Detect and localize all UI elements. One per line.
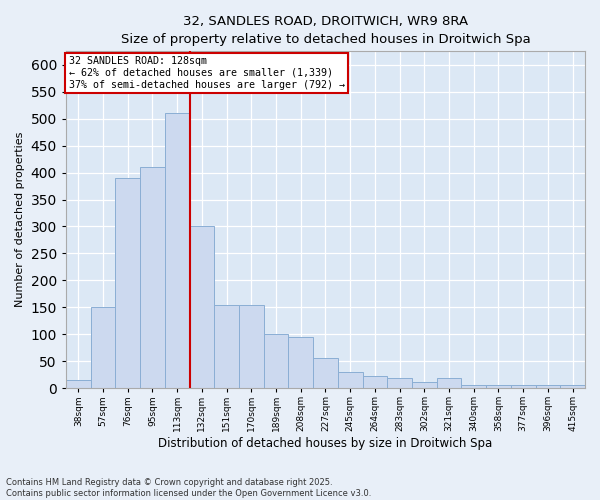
- Title: 32, SANDLES ROAD, DROITWICH, WR9 8RA
Size of property relative to detached house: 32, SANDLES ROAD, DROITWICH, WR9 8RA Siz…: [121, 15, 530, 46]
- Bar: [115, 178, 140, 388]
- Bar: [263, 334, 289, 388]
- Bar: [560, 386, 585, 388]
- Bar: [387, 378, 412, 388]
- Bar: [66, 380, 91, 388]
- Bar: [289, 337, 313, 388]
- Bar: [362, 376, 387, 388]
- Bar: [165, 114, 190, 388]
- Bar: [214, 304, 239, 388]
- Bar: [412, 382, 437, 388]
- Bar: [91, 308, 115, 388]
- Bar: [140, 167, 165, 388]
- Bar: [313, 358, 338, 388]
- Bar: [437, 378, 461, 388]
- Bar: [511, 386, 536, 388]
- Bar: [461, 386, 486, 388]
- Bar: [338, 372, 362, 388]
- Bar: [536, 386, 560, 388]
- Text: Contains HM Land Registry data © Crown copyright and database right 2025.
Contai: Contains HM Land Registry data © Crown c…: [6, 478, 371, 498]
- Bar: [486, 386, 511, 388]
- Bar: [239, 304, 263, 388]
- Text: 32 SANDLES ROAD: 128sqm
← 62% of detached houses are smaller (1,339)
37% of semi: 32 SANDLES ROAD: 128sqm ← 62% of detache…: [68, 56, 344, 90]
- X-axis label: Distribution of detached houses by size in Droitwich Spa: Distribution of detached houses by size …: [158, 437, 493, 450]
- Bar: [190, 226, 214, 388]
- Y-axis label: Number of detached properties: Number of detached properties: [15, 132, 25, 308]
